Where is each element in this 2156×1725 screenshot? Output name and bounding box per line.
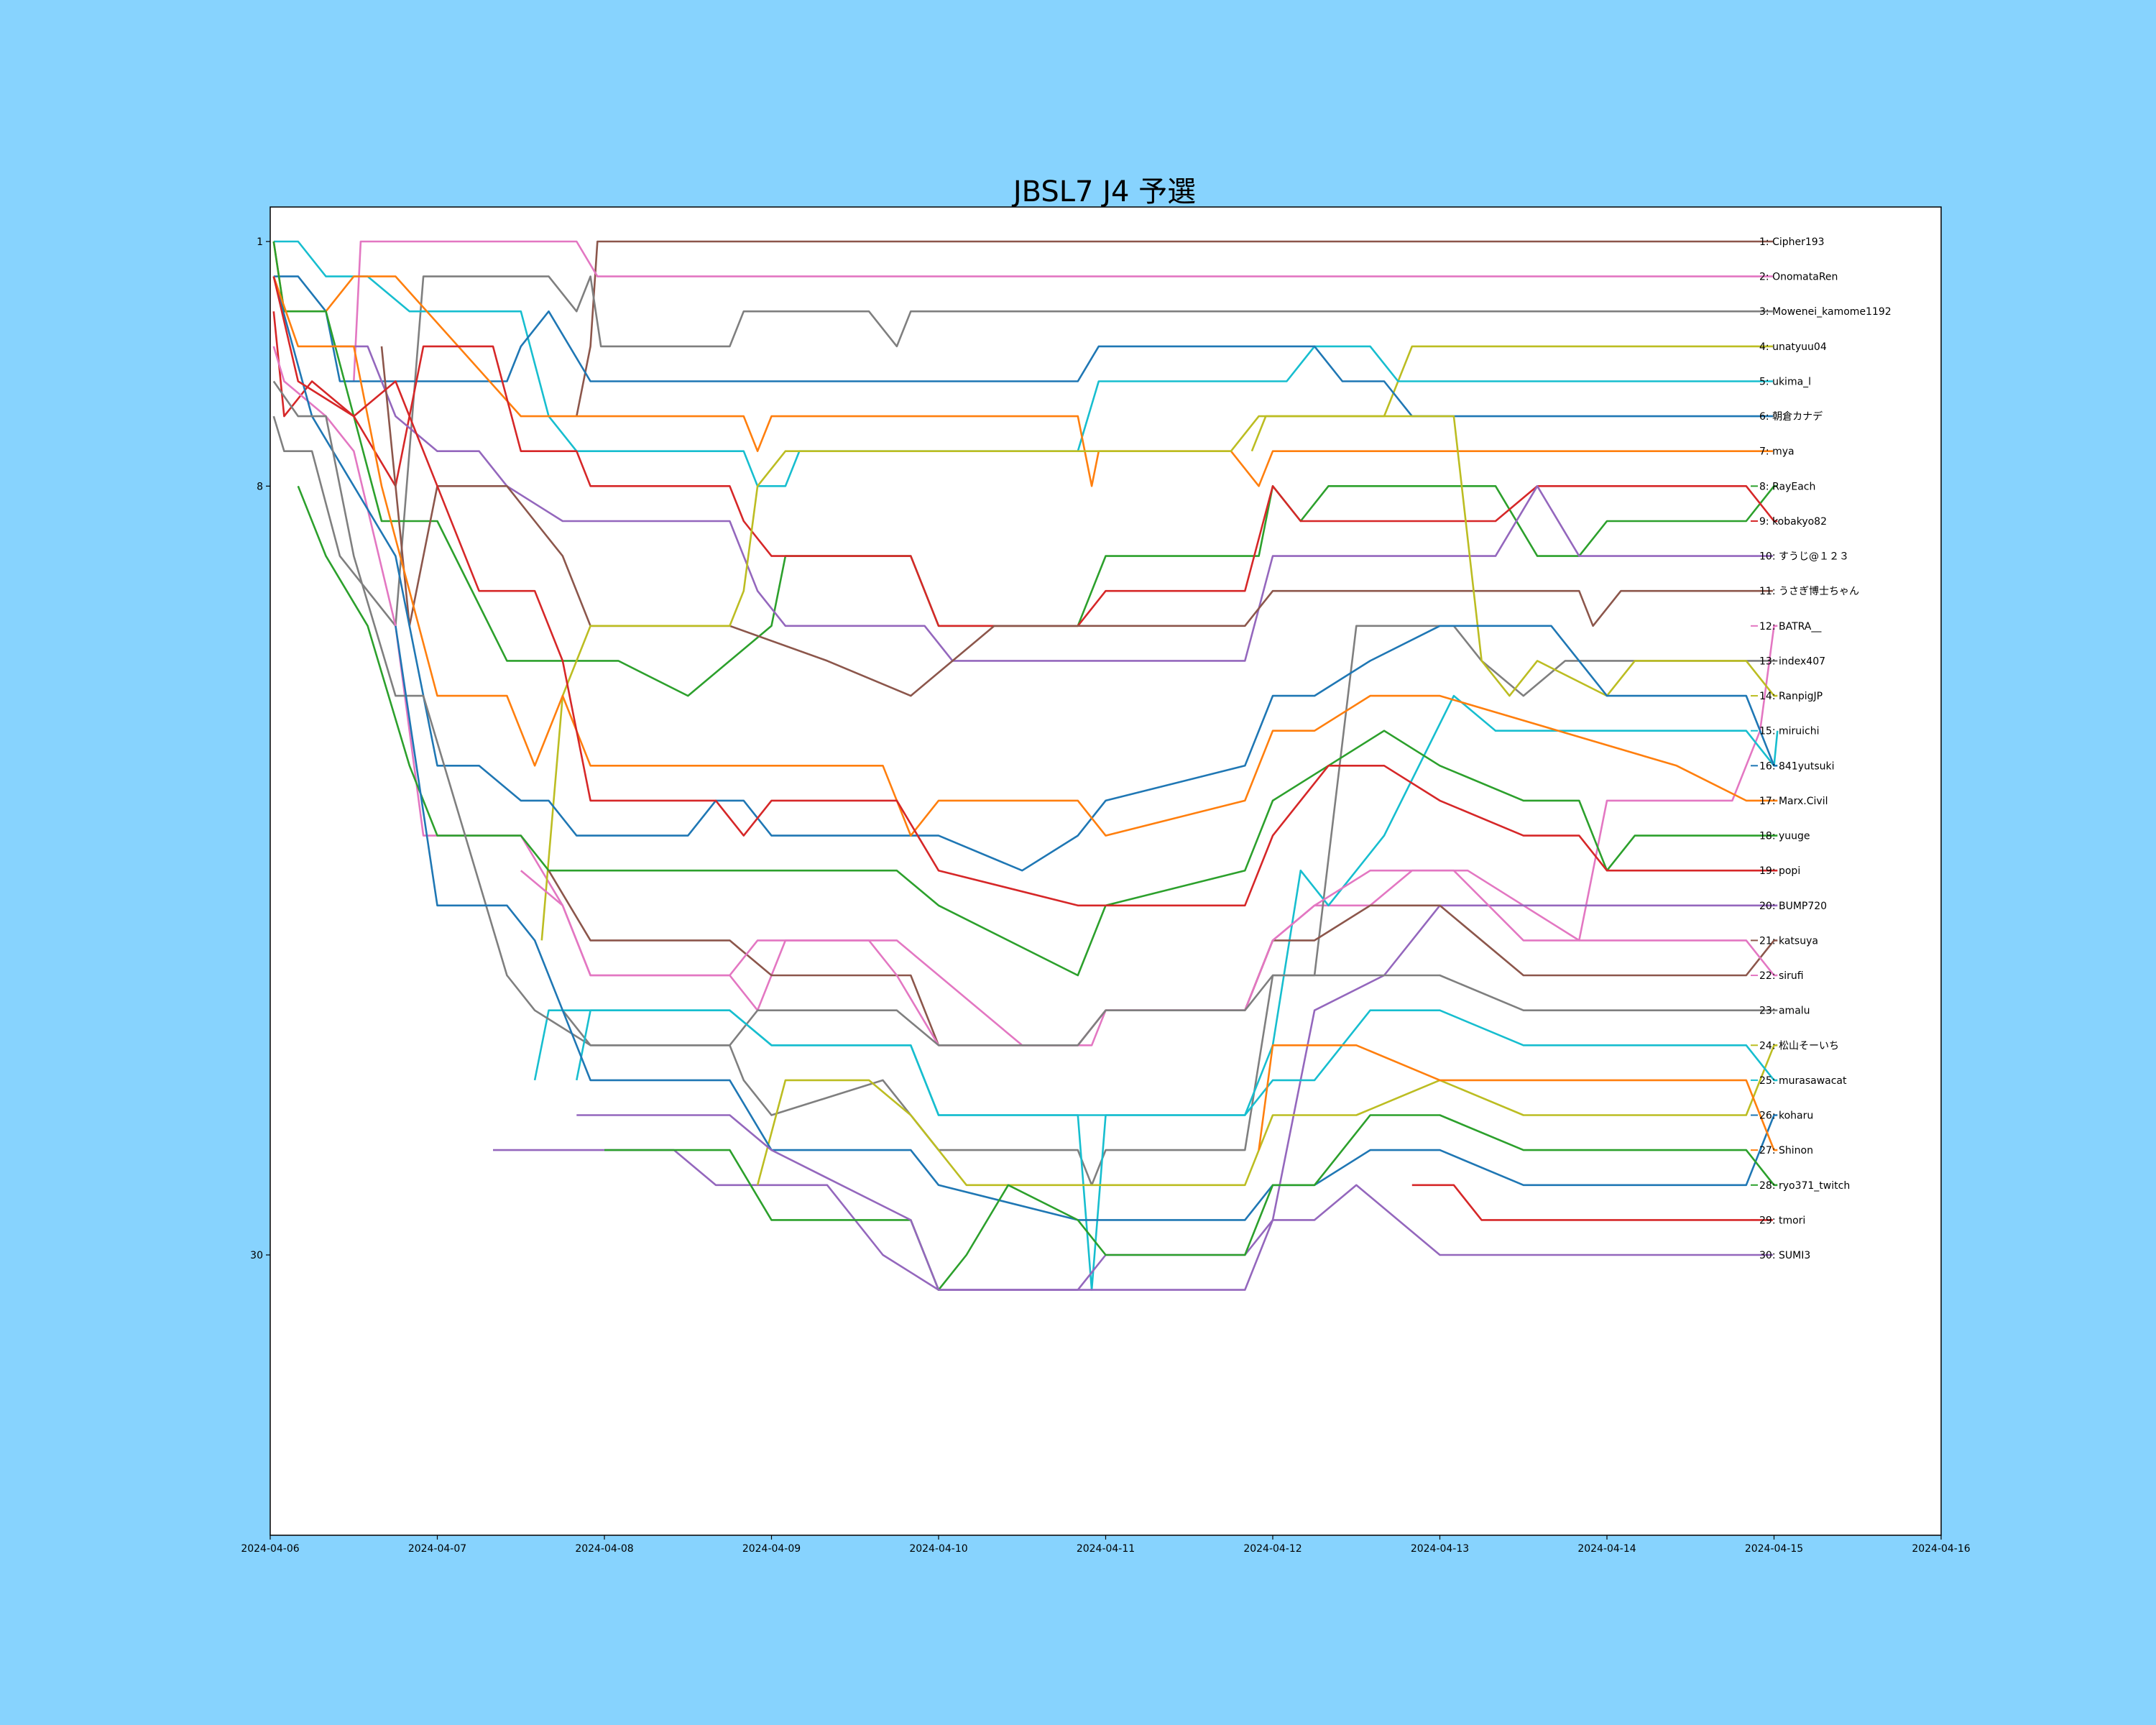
series-line [1411,1184,1773,1221]
series-end-label: 2: OnomataRen [1759,272,1838,283]
x-tick-label: 2024-04-06 [241,1543,299,1555]
series-end-label: 23: amalu [1759,1006,1810,1017]
series-line [353,240,1773,382]
x-axis: 2024-04-06 2024-04-07 2024-04-08 2024-04-09… [241,1535,1971,1555]
y-tick-label: 30 [250,1250,263,1261]
series-line [576,1009,1778,1116]
series-line [272,276,1778,837]
series-end-label: 20: BUMP720 [1759,901,1827,912]
x-tick-label: 2024-04-16 [1912,1543,1970,1555]
series-line [272,241,1773,487]
series-end-labels: 1: Cipher193 2: OnomataRen 3: Mowenei_kamo… [1751,236,1892,1261]
series-line [540,415,1778,941]
series-end-label: 25: murasawacat [1759,1075,1847,1087]
x-tick-label: 2024-04-11 [1077,1543,1135,1555]
x-tick-label: 2024-04-08 [575,1543,633,1555]
x-tick-label: 2024-04-10 [909,1543,967,1555]
x-tick-label: 2024-04-14 [1577,1543,1636,1555]
series-end-label: 3: Mowenei_kamome1192 [1759,306,1892,318]
x-tick-label: 2024-04-12 [1243,1543,1302,1555]
series-end-label: 16: 841yutsuki [1759,760,1835,772]
series-end-label: 10: すうじ@１２３ [1759,551,1849,563]
chart-title: JBSL7 J4 予選 [1011,175,1196,208]
series-end-label: 4: unatyuu04 [1759,341,1827,353]
series-end-label: 30: SUMI3 [1759,1250,1810,1261]
series-line [272,275,1773,627]
series-end-label: 21: katsuya [1759,935,1818,947]
series-end-label: 11: うさぎ博士ちゃん [1759,585,1859,597]
series-end-label: 6: 朝倉カナデ [1759,410,1823,423]
series-end-label: 5: ukima_l [1759,376,1811,387]
series-end-label: 27: Shinon [1759,1145,1813,1156]
series-end-label: 8: RayEach [1759,481,1815,492]
series-line [380,346,1773,697]
series-end-label: 22: sirufi [1759,970,1804,982]
series-end-label: 26: koharu [1759,1110,1813,1122]
series-end-label: 1: Cipher193 [1759,236,1825,248]
series-end-label: 19: popi [1759,865,1800,877]
series-line [273,240,1773,487]
x-tick-label: 2024-04-15 [1745,1543,1803,1555]
series-line [272,276,1778,907]
series-line [561,625,1778,1187]
y-tick-label: 1 [257,236,263,248]
series-end-label: 12: BATRA__ [1759,621,1822,632]
series-line [273,275,1773,418]
series-end-label: 13: index407 [1759,656,1825,667]
series-line [395,625,1778,1221]
series-line [1258,1044,1778,1151]
series-end-label: 24: 松山そーいち [1759,1040,1839,1052]
series-line [272,346,1778,1046]
series-line [272,311,1778,627]
x-tick-label: 2024-04-07 [408,1543,466,1555]
series-end-label: 7: mya [1759,446,1795,458]
x-tick-label: 2024-04-13 [1411,1543,1469,1555]
series-end-label: 29: tmori [1759,1215,1805,1226]
series-line [576,1114,1773,1291]
series-end-label: 14: RanpigJP [1759,691,1823,702]
series-line [272,380,1778,1046]
y-tick-label: 8 [257,481,263,492]
series-end-label: 15: miruichi [1759,726,1820,737]
series-end-label: 17: Marx.Civil [1759,796,1828,807]
series-line [339,345,1773,662]
x-tick-label: 2024-04-09 [742,1543,801,1555]
series-line [297,485,1778,977]
series-end-label: 28: ryo371_twitch [1759,1180,1850,1192]
series-line [272,276,1778,872]
series-lines [272,240,1779,1291]
series-end-label: 18: yuuge [1759,831,1810,842]
series-end-label: 9: kobakyo82 [1759,516,1827,528]
series-line [756,1044,1778,1187]
